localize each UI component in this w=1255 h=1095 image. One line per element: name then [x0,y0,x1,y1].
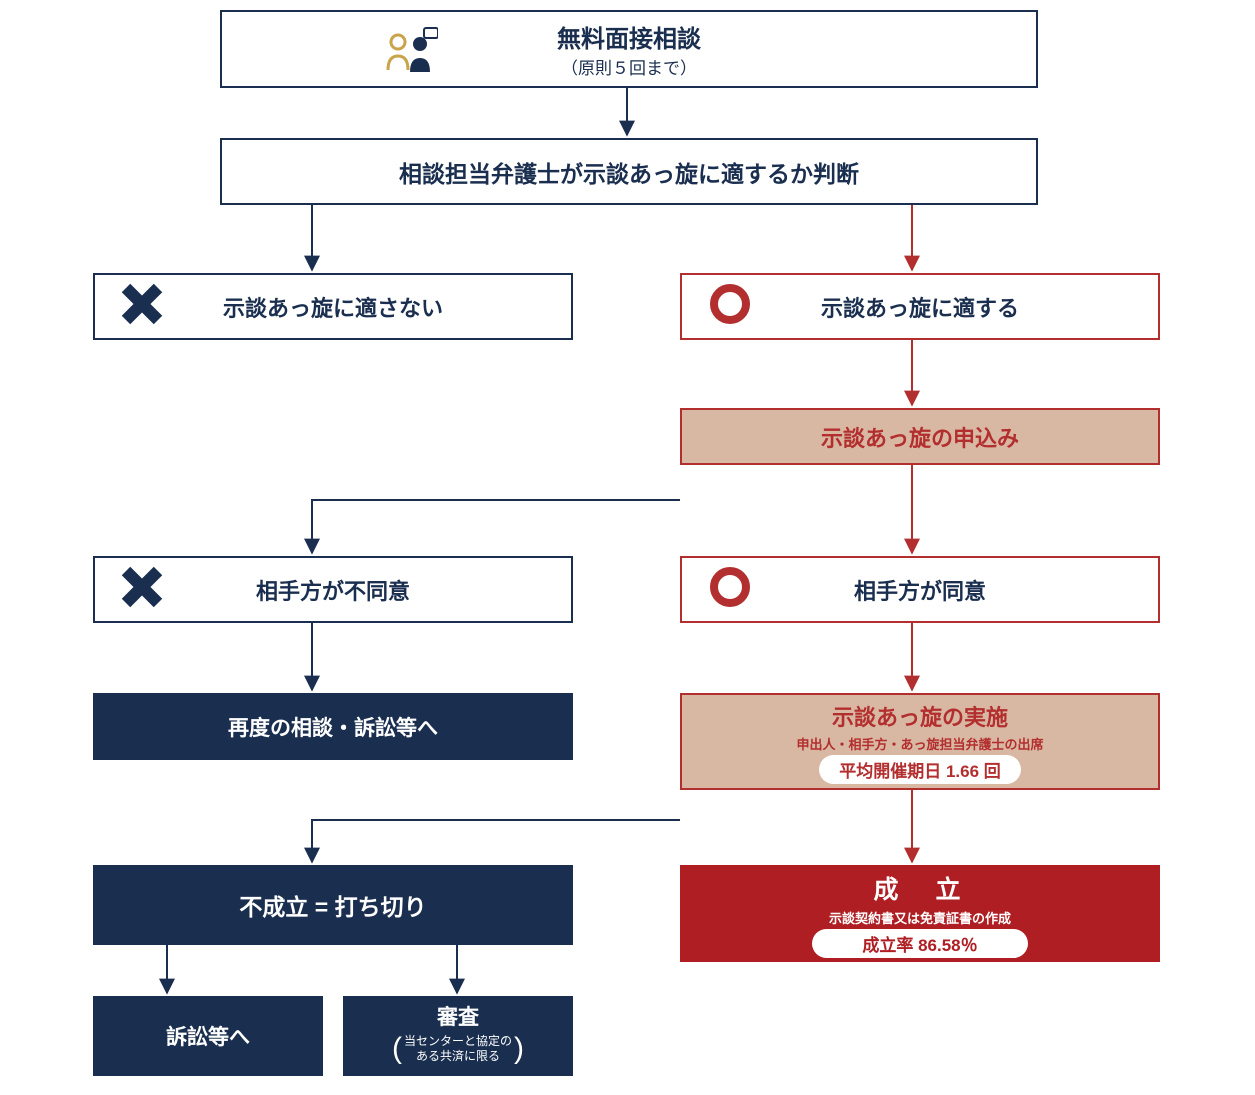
box11-pill: 成立率 86.58％ [812,929,1027,958]
box2-text: 相談担当弁護士が示談あっ旋に適するか判断 [399,155,859,189]
box-review: 審査 ( 当センターと協定の ある共済に限る ) [343,996,573,1076]
box1-title: 無料面接相談 [557,19,701,54]
consultation-icon [382,26,438,81]
box10-text: 不成立 = 打ち切り [239,888,426,922]
box13-sub2: ある共済に限る [404,1049,512,1063]
flowchart-container: 無料面接相談 （原則５回まで） 相談担当弁護士が示談あっ旋に適するか判断 示談あ… [0,0,1255,1095]
box5-text: 示談あっ旋の申込み [821,421,1019,453]
box-litigation: 訴訟等へ [93,996,323,1076]
box-not-suitable: 示談あっ旋に適さない [93,273,573,340]
box-disagree: 相手方が不同意 [93,556,573,623]
box9-sub: 申出人・相手方・あっ旋担当弁護士の出席 [796,734,1043,753]
box-failure: 不成立 = 打ち切り [93,865,573,945]
box9-pill: 平均開催期日 1.66 回 [819,755,1021,784]
box3-text: 示談あっ旋に適さない [223,291,443,323]
x-icon-2 [120,565,164,615]
box-suitable: 示談あっ旋に適する [680,273,1160,340]
box-reconsult: 再度の相談・訴訟等へ [93,693,573,760]
box-agree: 相手方が同意 [680,556,1160,623]
box12-text: 訴訟等へ [166,1021,250,1051]
box6-text: 相手方が不同意 [256,574,410,606]
box-success: 成 立 示談契約書又は免責証書の作成 成立率 86.58％ [680,865,1160,962]
box13-sub1: 当センターと協定の [404,1034,512,1048]
box13-main: 審査 [437,1005,479,1030]
box1-sub: （原則５回まで） [557,54,701,79]
box11-sub: 示談契約書又は免責証書の作成 [829,908,1011,927]
box-lawyer-decision: 相談担当弁護士が示談あっ旋に適するか判断 [220,138,1038,205]
box-application: 示談あっ旋の申込み [680,408,1160,465]
x-icon [120,282,164,332]
box11-title: 成 立 [873,870,966,906]
circle-icon [707,281,753,333]
box-mediation-impl: 示談あっ旋の実施 申出人・相手方・あっ旋担当弁護士の出席 平均開催期日 1.66… [680,693,1160,790]
box8-text: 再度の相談・訴訟等へ [228,712,438,742]
box9-title: 示談あっ旋の実施 [832,700,1008,732]
circle-icon-2 [707,564,753,616]
paren-left: ( [392,1031,402,1067]
box4-text: 示談あっ旋に適する [821,291,1019,323]
box7-text: 相手方が同意 [854,574,986,606]
paren-right: ) [514,1031,524,1067]
box-free-consultation: 無料面接相談 （原則５回まで） [220,10,1038,88]
